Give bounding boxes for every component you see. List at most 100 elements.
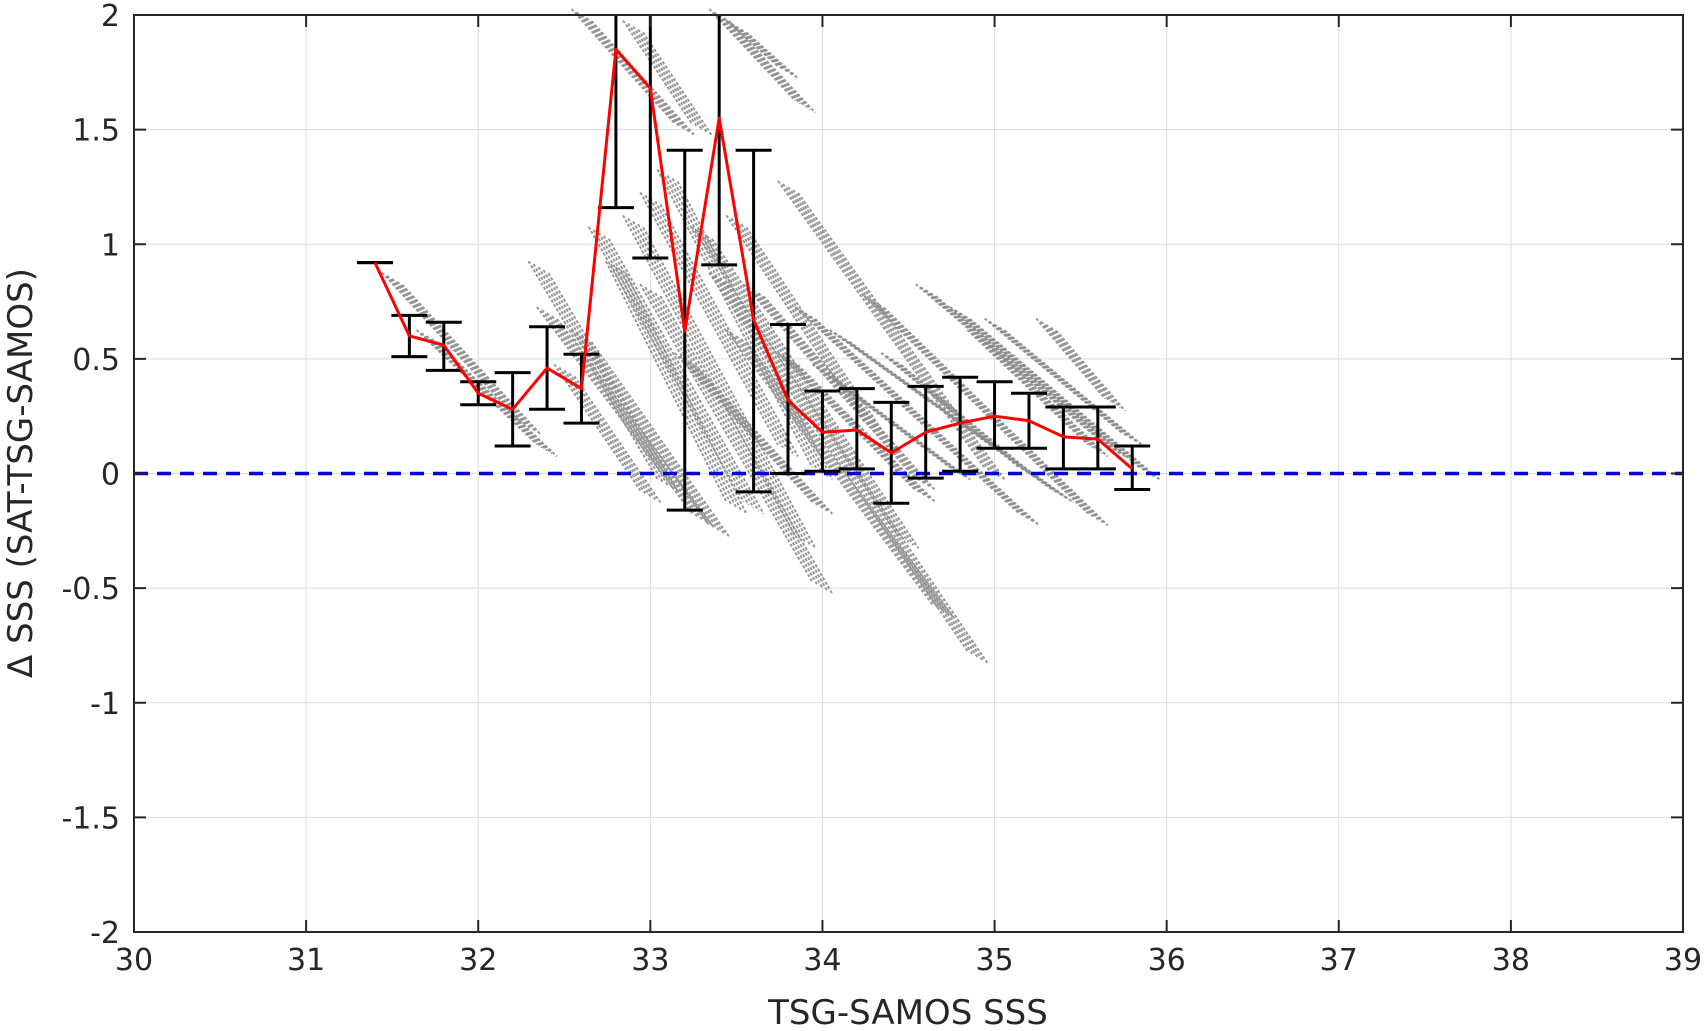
scatter-points-line xyxy=(752,289,927,486)
scatter-points-line xyxy=(878,303,1104,524)
scatter-points-line xyxy=(553,363,642,491)
scatter-points-line xyxy=(718,14,806,108)
scatter-points-line xyxy=(966,329,1089,446)
scatter-points-line xyxy=(627,22,698,128)
x-axis-label: TSG-SAMOS SSS xyxy=(767,993,1048,1031)
scatter-points-line xyxy=(386,274,526,426)
scatter-points-line xyxy=(740,338,949,615)
scatter-points-line xyxy=(597,232,755,509)
y-tick-label: 2 xyxy=(101,0,120,34)
scatter-points-line xyxy=(986,341,1109,458)
scatter-points-line xyxy=(794,306,1020,515)
scatter-points-line xyxy=(415,329,538,446)
scatter-points-line xyxy=(632,220,807,543)
scatter-points-line xyxy=(627,217,802,540)
scatter-points-line xyxy=(661,172,819,471)
scatter-points-line xyxy=(637,223,812,546)
scatter-points-line xyxy=(568,372,657,500)
scatter-points-line xyxy=(570,8,676,125)
scatter-points-line xyxy=(799,309,1025,518)
scatter-points-line xyxy=(659,295,834,595)
scatter-points-line xyxy=(666,175,824,474)
scatter-points-line xyxy=(642,226,817,549)
scatter-points-line xyxy=(873,300,1099,521)
scatter-points-line xyxy=(735,335,944,612)
scatter-streak xyxy=(777,180,1006,481)
x-tick-label: 38 xyxy=(1492,943,1530,978)
scatter-points-line xyxy=(1045,323,1116,406)
scatter-points-line xyxy=(1035,317,1106,400)
x-tick-label: 31 xyxy=(287,943,325,978)
y-tick-label: 1.5 xyxy=(72,114,120,149)
scatter-points-line xyxy=(797,192,1006,481)
scatter-points-line xyxy=(381,271,521,423)
scatter-points-line xyxy=(536,306,693,514)
error-bar xyxy=(701,15,738,267)
scatter-points-line xyxy=(725,19,779,68)
scatter-points-line xyxy=(689,361,829,512)
scatter-points-line xyxy=(742,283,917,480)
scatter-points-line xyxy=(782,183,991,472)
scatter-points-line xyxy=(976,335,1099,452)
scatter-points-line xyxy=(1050,326,1121,409)
scatter-points-line xyxy=(592,229,750,506)
y-tick-label: 0.5 xyxy=(72,343,120,378)
scatter-streak xyxy=(622,214,817,549)
y-tick-label: -1.5 xyxy=(61,801,120,836)
scatter-points-line xyxy=(708,8,796,102)
scatter-points-line xyxy=(587,226,745,503)
scatter-points-line xyxy=(551,315,708,523)
scatter-points-line xyxy=(420,332,543,449)
x-tick-label: 32 xyxy=(459,943,497,978)
x-tick-label: 30 xyxy=(115,943,153,978)
x-tick-label: 39 xyxy=(1664,943,1702,978)
scatter-points-line xyxy=(757,292,932,489)
scatter-points-line xyxy=(696,229,905,540)
scatter-points-line xyxy=(642,31,713,137)
x-tick-label: 36 xyxy=(1148,943,1186,978)
scatter-points-line xyxy=(935,295,1126,458)
scatter-points-line xyxy=(694,364,834,515)
scatter-points-line xyxy=(654,200,794,455)
scatter-points-line xyxy=(649,289,824,589)
scatter-points-line xyxy=(745,341,954,618)
scatter-points-line xyxy=(971,332,1094,449)
y-tick-label: 1 xyxy=(101,228,120,263)
scatter-points-line xyxy=(639,191,779,446)
scatter-points-line xyxy=(711,238,920,549)
scatter-points-line xyxy=(580,14,686,131)
scatter-points-line xyxy=(701,232,910,543)
scatter-points-line xyxy=(425,335,548,452)
scatter-points-line xyxy=(644,286,819,586)
scatter-points-line xyxy=(728,20,816,114)
scatter-streak xyxy=(553,363,662,503)
scatter-streak xyxy=(708,8,816,114)
scatter-points-line xyxy=(868,297,1094,518)
scatter-points-line xyxy=(809,315,1035,524)
scatter-points-line xyxy=(969,318,1161,481)
scatter-streak xyxy=(966,329,1109,458)
scatter-points-line xyxy=(602,235,760,512)
scatter-points-line xyxy=(713,275,974,655)
scatter-streak xyxy=(691,226,920,549)
scatter-points-line xyxy=(804,312,1030,521)
scatter-points-line xyxy=(644,194,784,449)
scatter-points-line xyxy=(762,295,937,492)
scatter-points-line xyxy=(632,25,703,131)
scatter-points-line xyxy=(391,277,531,429)
scatter-points-line xyxy=(1040,320,1111,403)
scatter-streak xyxy=(381,271,541,435)
scatter-points-line xyxy=(787,186,996,475)
mean-line xyxy=(373,47,1134,471)
x-tick-label: 37 xyxy=(1320,943,1358,978)
scatter-points-line xyxy=(622,19,693,125)
scatter-points-line xyxy=(740,28,794,77)
scatter-points-line xyxy=(679,355,819,506)
y-tick-label: 0 xyxy=(101,458,120,493)
scatter-points-line xyxy=(396,280,536,432)
y-tick-label: -0.5 xyxy=(61,572,120,607)
scatter-points-line xyxy=(782,355,922,495)
scatter-points-line xyxy=(563,369,652,497)
scatter-points-line xyxy=(723,281,984,661)
scatter-points-line xyxy=(622,214,797,537)
